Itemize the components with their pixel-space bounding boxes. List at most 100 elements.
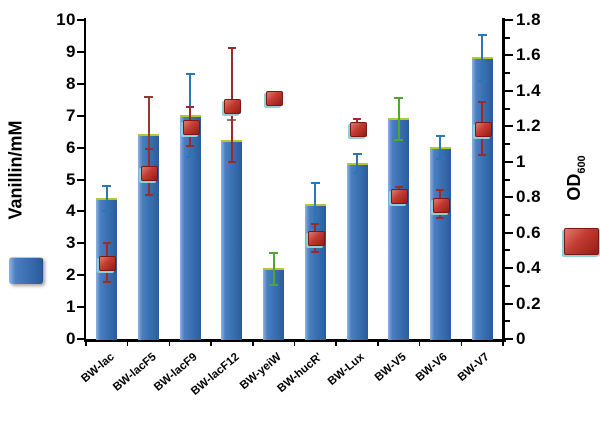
right-axis-tick [504, 231, 513, 234]
right-axis-tick-label: 0.6 [516, 222, 542, 242]
x-axis-tick [502, 341, 504, 346]
left-axis-tick-label: 0 [66, 329, 76, 348]
bar-error-cap-bottom [269, 283, 279, 286]
bar-error-cap-bottom [477, 80, 487, 83]
right-axis-tick [504, 72, 510, 75]
bar-error-whisker [481, 35, 484, 82]
od-marker-BW-Lux [349, 121, 367, 137]
od-marker-BW-V6 [432, 197, 450, 213]
bar-BW-lacF5 [138, 134, 160, 340]
x-axis-tick [168, 341, 171, 346]
left-axis-tick-label: 4 [66, 201, 76, 221]
right-axis-line [502, 18, 505, 342]
od-error-cap-bottom [478, 153, 487, 156]
right-axis-tick [504, 107, 510, 110]
left-axis-tick-label: 3 [66, 233, 76, 253]
od-error-cap-top [311, 222, 320, 225]
left-axis-tick [77, 274, 85, 277]
od-error-cap-top [144, 148, 153, 151]
od-error-cap-bottom [311, 251, 320, 254]
od-marker-BW-lacF12 [224, 98, 242, 114]
od-error-cap-bottom [227, 160, 236, 163]
right-axis-tick [504, 178, 510, 181]
od-error-cap-bottom [394, 203, 403, 206]
bar-error-whisker [272, 252, 275, 285]
right-axis-tick-label: 1.4 [516, 80, 542, 100]
left-axis-tick-label: 8 [66, 73, 76, 93]
bar-error-cap-top [144, 95, 154, 98]
bar-BW-V6 [429, 147, 451, 340]
left-axis-tick [77, 178, 85, 181]
od-error-cap-bottom [436, 217, 445, 220]
right-axis-tick [504, 36, 510, 39]
bar-error-cap-top [269, 251, 279, 254]
bar-error-cap-top [394, 97, 404, 100]
x-axis-tick [377, 341, 379, 346]
right-axis-tick [504, 196, 513, 199]
left-axis-tick [77, 19, 85, 21]
x-axis-tick [335, 341, 337, 346]
right-axis-tick [504, 54, 513, 57]
od-marker-BW-lacF5 [141, 165, 159, 181]
bar-error-whisker [439, 136, 442, 159]
x-axis-tick [126, 341, 129, 346]
right-axis-tick-label: 1.8 [516, 10, 542, 29]
legend-vanillin-bar-swatch [9, 257, 43, 284]
od-error-cap-top [186, 105, 195, 108]
right-axis-tick-label: 0.4 [516, 258, 542, 278]
right-axis-tick [504, 338, 513, 340]
right-axis-tick [504, 267, 513, 270]
right-axis-tick-label: 1.6 [516, 45, 542, 65]
bar-error-cap-top [435, 135, 445, 138]
od-marker-BW-V5 [391, 188, 409, 204]
x-axis-label-BW-lac: BW-lac [79, 351, 117, 386]
od-error-cap-top [353, 118, 362, 121]
left-axis-tick-label: 2 [66, 265, 76, 285]
left-axis-tick [77, 82, 85, 85]
od-marker-BW-yeiW [266, 91, 284, 107]
right-axis-tick [504, 320, 510, 323]
left-axis-tick [77, 338, 85, 340]
left-axis-tick [77, 306, 85, 309]
x-axis-tick [85, 341, 87, 346]
right-axis-tick-label: 0 [516, 329, 526, 348]
bar-error-cap-bottom [352, 172, 362, 175]
right-axis-tick [504, 284, 510, 287]
x-axis-tick [460, 341, 463, 346]
bar-error-cap-top [102, 184, 112, 187]
bar-error-whisker [397, 98, 400, 140]
left-axis-tick [77, 50, 85, 53]
bar-error-cap-bottom [435, 157, 445, 160]
x-axis-tick [252, 341, 254, 346]
od-error-cap-bottom [144, 194, 153, 197]
right-axis-tick-label: 1.2 [516, 116, 542, 136]
od-error-cap-top [394, 185, 403, 188]
right-axis-tick-label: 1 [516, 151, 526, 171]
bar-error-cap-top [310, 181, 320, 184]
bar-BW-V5 [388, 118, 410, 340]
left-axis-tick-label: 1 [66, 297, 76, 317]
bar-BW-Lux [346, 163, 368, 340]
bar-error-whisker [105, 185, 108, 212]
left-axis-tick-label: 9 [66, 41, 76, 61]
bar-error-cap-top [477, 34, 487, 37]
x-axis-tick [293, 341, 296, 346]
right-axis-tick [504, 89, 513, 92]
od-marker-BW-V7 [474, 121, 492, 137]
od-marker-BW-lac [99, 256, 117, 272]
od-error-cap-bottom [102, 281, 111, 284]
left-axis-tick-label: 6 [66, 137, 76, 157]
left-axis-tick-label: 7 [66, 105, 76, 125]
bar-error-cap-top [352, 152, 362, 155]
od-error-cap-top [478, 100, 487, 103]
od-error-cap-bottom [353, 135, 362, 138]
left-axis-tick-label: 10 [56, 10, 76, 29]
left-axis-tick [77, 210, 85, 213]
right-axis-tick [504, 143, 510, 146]
right-axis-tick [504, 302, 513, 305]
bar-error-whisker [356, 153, 359, 174]
bar-error-whisker [147, 96, 150, 174]
od-marker-BW-hucR' [307, 231, 325, 247]
bar-error-cap-bottom [102, 210, 112, 213]
